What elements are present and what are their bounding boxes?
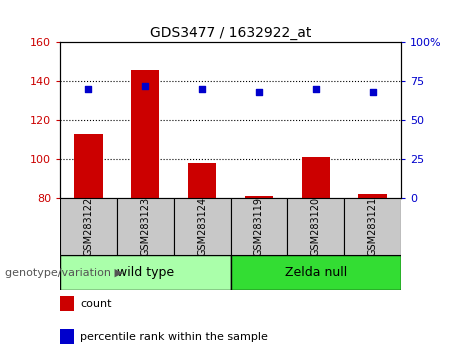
Text: GSM283124: GSM283124 bbox=[197, 197, 207, 256]
Text: GSM283119: GSM283119 bbox=[254, 197, 264, 256]
Bar bbox=[344, 198, 401, 255]
Point bbox=[312, 86, 319, 92]
Bar bbox=[60, 198, 117, 255]
Text: wild type: wild type bbox=[117, 266, 174, 279]
Point bbox=[85, 86, 92, 92]
Bar bbox=[131, 70, 160, 198]
Bar bbox=[358, 194, 387, 198]
Bar bbox=[188, 163, 216, 198]
Point bbox=[255, 90, 263, 95]
Text: GSM283123: GSM283123 bbox=[140, 197, 150, 256]
Bar bbox=[245, 196, 273, 198]
Bar bbox=[117, 198, 174, 255]
Point bbox=[142, 83, 149, 89]
Bar bbox=[60, 296, 74, 312]
Text: percentile rank within the sample: percentile rank within the sample bbox=[80, 332, 268, 342]
Title: GDS3477 / 1632922_at: GDS3477 / 1632922_at bbox=[150, 26, 311, 40]
Text: GSM283120: GSM283120 bbox=[311, 197, 321, 256]
Text: genotype/variation ▶: genotype/variation ▶ bbox=[5, 268, 123, 278]
Bar bbox=[230, 255, 401, 290]
Bar bbox=[287, 198, 344, 255]
Bar bbox=[60, 329, 74, 344]
Bar bbox=[74, 134, 102, 198]
Bar bbox=[174, 198, 230, 255]
Text: GSM283121: GSM283121 bbox=[367, 197, 378, 256]
Point bbox=[369, 90, 376, 95]
Bar bbox=[230, 198, 287, 255]
Point bbox=[198, 86, 206, 92]
Text: GSM283122: GSM283122 bbox=[83, 197, 94, 256]
Text: Zelda null: Zelda null bbox=[284, 266, 347, 279]
Bar bbox=[60, 255, 230, 290]
Text: count: count bbox=[80, 299, 112, 309]
Bar bbox=[301, 157, 330, 198]
